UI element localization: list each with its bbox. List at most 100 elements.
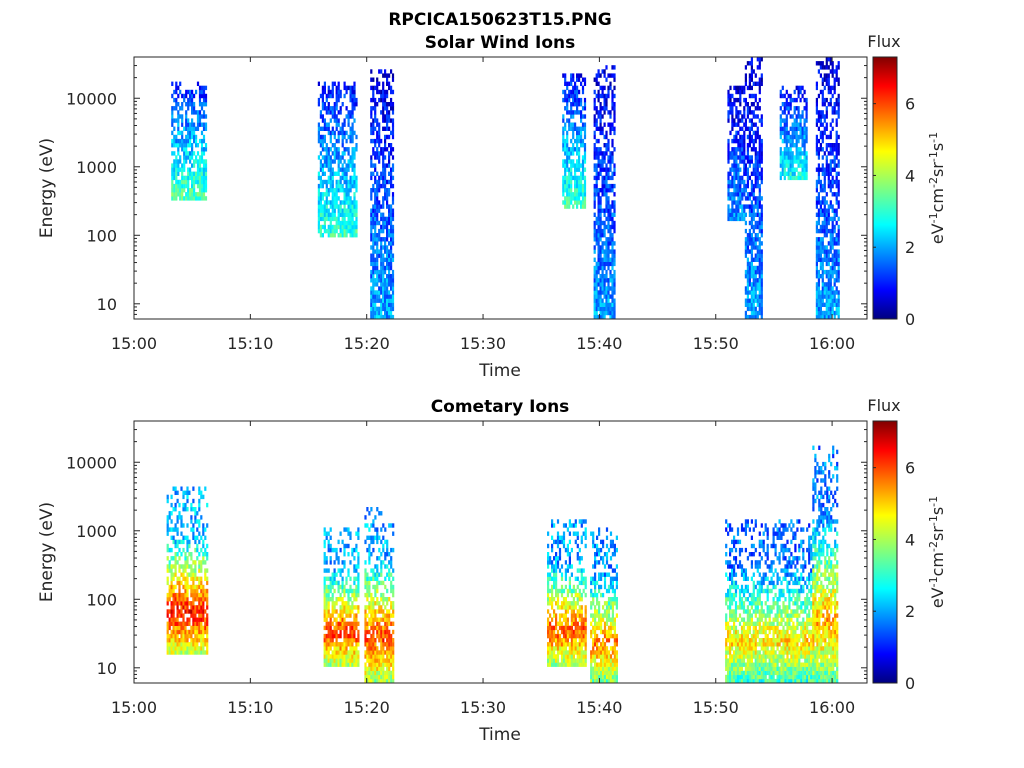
flux-cell xyxy=(337,159,340,164)
flux-cell xyxy=(184,633,187,639)
flux-cell xyxy=(758,175,761,181)
flux-cell xyxy=(595,261,598,267)
flux-cell xyxy=(321,192,324,197)
flux-cell xyxy=(198,155,202,160)
flux-cell xyxy=(317,228,320,234)
flux-cell xyxy=(343,93,346,99)
flux-cell xyxy=(323,192,326,197)
flux-cell xyxy=(731,212,734,217)
flux-cell xyxy=(555,625,558,631)
flux-cell xyxy=(327,605,330,610)
flux-cell xyxy=(801,163,804,168)
flux-cell xyxy=(319,114,322,119)
flux-cell xyxy=(357,572,360,577)
flux-cell xyxy=(551,519,554,524)
flux-cell xyxy=(178,646,181,651)
flux-cell xyxy=(384,241,387,246)
flux-cell xyxy=(386,613,389,618)
flux-cell xyxy=(374,642,377,647)
flux-cell xyxy=(795,122,798,127)
flux-cell xyxy=(827,302,830,307)
flux-cell xyxy=(345,106,348,111)
flux-cell xyxy=(825,245,828,250)
flux-cell xyxy=(750,249,753,254)
flux-cell xyxy=(349,654,352,659)
flux-cell xyxy=(196,642,199,647)
flux-cell xyxy=(835,237,838,242)
flux-cell xyxy=(193,126,196,131)
flux-cell xyxy=(837,306,840,312)
flux-cell xyxy=(333,580,336,586)
flux-cell xyxy=(370,237,373,242)
flux-cell xyxy=(752,171,755,176)
flux-cell xyxy=(817,118,820,123)
flux-cell xyxy=(390,654,393,659)
flux-cell xyxy=(593,114,596,119)
flux-cell xyxy=(386,163,389,168)
flux-cell xyxy=(829,241,832,246)
flux-cell xyxy=(572,97,575,103)
flux-cell xyxy=(333,547,336,553)
flux-cell xyxy=(388,228,391,234)
flux-cell xyxy=(366,547,369,553)
flux-cell xyxy=(831,143,834,148)
flux-cell xyxy=(202,175,206,181)
flux-cell xyxy=(335,646,338,651)
flux-cell xyxy=(384,167,387,172)
flux-cell xyxy=(574,179,577,185)
flux-cell xyxy=(578,130,581,136)
flux-cell xyxy=(173,97,176,103)
flux-cell xyxy=(382,658,385,663)
flux-cell xyxy=(386,245,389,250)
flux-cell xyxy=(597,237,600,242)
flux-cell xyxy=(384,102,387,107)
flux-cell xyxy=(750,237,753,242)
flux-cell xyxy=(391,212,395,217)
flux-cell xyxy=(184,580,187,586)
flux-cell xyxy=(179,192,182,197)
flux-cell xyxy=(821,245,824,250)
flux-cell xyxy=(388,670,391,676)
flux-cell xyxy=(353,617,356,622)
flux-cell xyxy=(781,110,784,115)
flux-cell xyxy=(176,539,179,545)
flux-cell xyxy=(174,502,177,508)
flux-cell xyxy=(823,220,826,226)
flux-cell xyxy=(835,306,838,312)
flux-cell xyxy=(735,130,738,136)
flux-cell xyxy=(603,220,606,226)
flux-cell xyxy=(337,216,340,222)
flux-cell xyxy=(835,274,838,279)
flux-cell xyxy=(731,179,734,185)
flux-cell xyxy=(341,228,344,234)
flux-cell xyxy=(187,171,190,176)
flux-cell xyxy=(754,265,757,271)
flux-cell xyxy=(783,118,786,123)
flux-cell xyxy=(351,138,354,144)
flux-cell xyxy=(370,633,373,639)
flux-cell xyxy=(382,97,385,103)
flux-cell xyxy=(758,204,761,209)
flux-cell xyxy=(323,531,326,536)
flux-cell xyxy=(783,159,786,164)
flux-cell xyxy=(317,212,320,217)
flux-cell xyxy=(374,118,377,123)
flux-cell xyxy=(317,81,320,86)
flux-cell xyxy=(345,527,348,532)
flux-cell xyxy=(607,110,610,115)
flux-cell xyxy=(351,552,354,557)
flux-cell xyxy=(605,188,608,193)
flux-cell xyxy=(750,245,753,250)
flux-cell xyxy=(204,167,208,172)
flux-cell xyxy=(378,314,381,319)
flux-cell xyxy=(556,592,560,598)
flux-cell xyxy=(190,552,193,557)
flux-cell xyxy=(198,576,201,581)
flux-cell xyxy=(368,547,371,553)
flux-cell xyxy=(339,617,342,622)
flux-cell xyxy=(372,237,375,242)
flux-cell xyxy=(748,314,751,319)
flux-cell xyxy=(206,638,209,643)
flux-cell xyxy=(388,241,391,246)
flux-cell xyxy=(756,65,759,70)
